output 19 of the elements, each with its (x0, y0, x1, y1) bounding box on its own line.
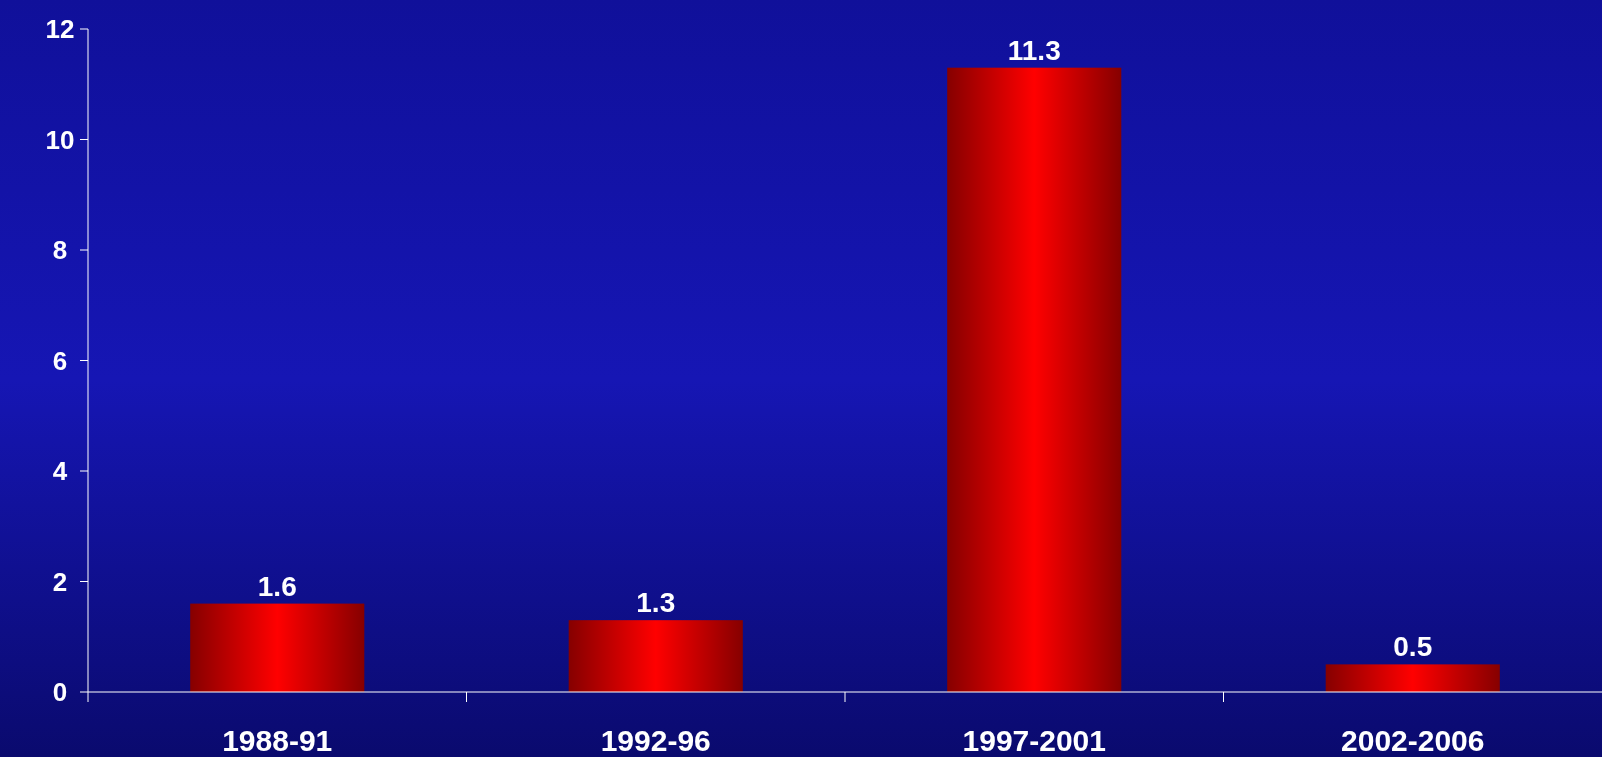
y-tick-label: 8 (52, 235, 68, 266)
bar (568, 620, 743, 692)
bar (190, 603, 365, 692)
y-tick-label: 2 (52, 566, 68, 597)
y-tick-label: 6 (52, 345, 68, 376)
x-tick-label: 1988-91 (222, 724, 333, 757)
bar (947, 67, 1122, 692)
y-tick-label: 0 (52, 677, 68, 708)
data-label: 11.3 (1007, 34, 1061, 66)
data-label: 1.6 (257, 570, 297, 602)
x-tick-label: 1992-96 (600, 724, 711, 757)
y-tick-label: 10 (45, 124, 75, 155)
y-tick-label: 12 (45, 14, 75, 45)
bar (1325, 664, 1500, 692)
x-tick-label: 1997-2001 (962, 724, 1106, 757)
x-tick-label: 2002-2006 (1341, 724, 1485, 757)
data-label: 0.5 (1393, 631, 1433, 663)
y-tick-label: 4 (52, 456, 68, 487)
data-label: 1.3 (636, 587, 676, 619)
